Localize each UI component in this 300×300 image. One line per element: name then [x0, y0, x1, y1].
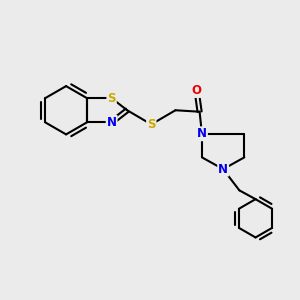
Text: N: N: [218, 163, 228, 176]
Text: N: N: [197, 127, 207, 140]
Text: S: S: [147, 118, 155, 131]
Text: N: N: [106, 116, 117, 129]
Text: S: S: [107, 92, 116, 105]
Text: O: O: [192, 84, 202, 97]
